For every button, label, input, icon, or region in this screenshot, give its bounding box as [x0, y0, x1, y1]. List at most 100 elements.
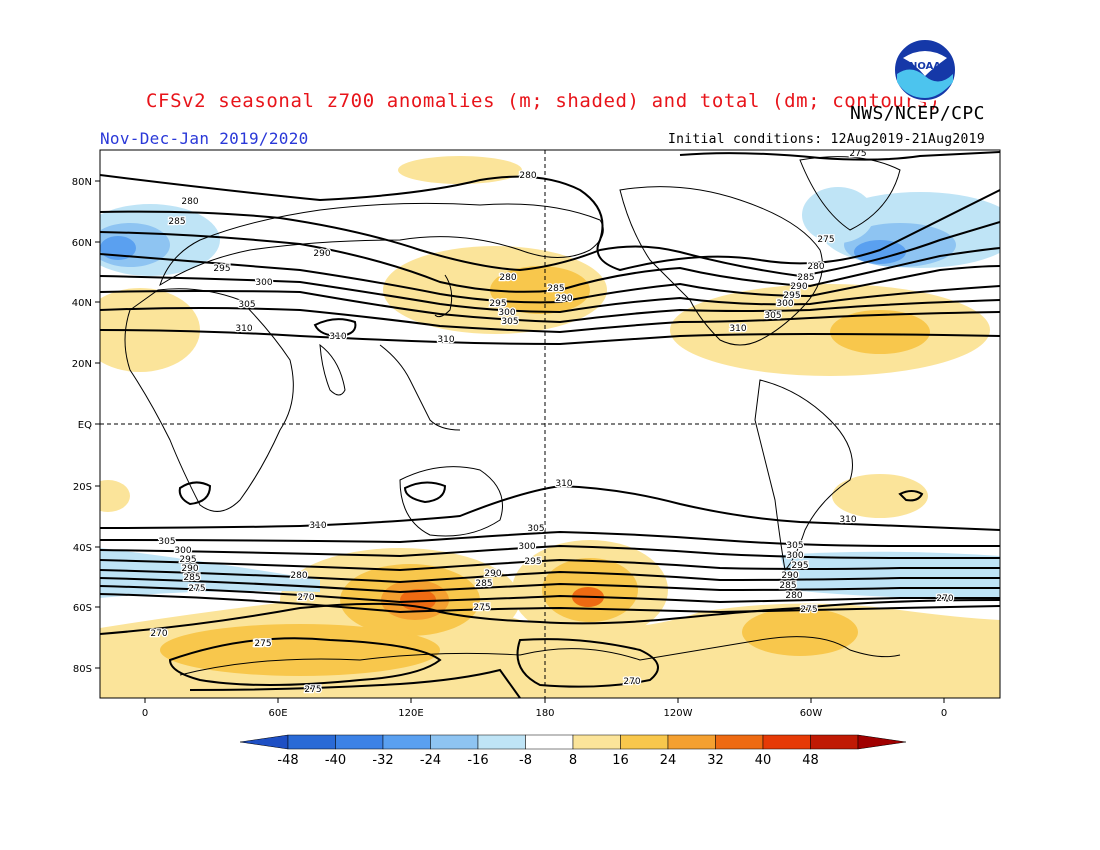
- contour-nh-290: [100, 253, 1000, 304]
- contour-high-tibet: [313, 318, 357, 338]
- lat-label: 20N: [72, 359, 92, 370]
- anomaly-region-arctic-top: [398, 156, 522, 184]
- contour-label: 295: [213, 264, 230, 274]
- contour-nh-275: [679, 151, 1000, 161]
- contour-label: 305: [501, 317, 518, 327]
- colorbar-label: 24: [660, 753, 677, 768]
- contour-label: 290: [781, 571, 798, 581]
- contour-high-africa: [178, 481, 212, 506]
- contour-label: 275: [253, 639, 270, 649]
- contour-sh-305: [100, 530, 1000, 547]
- anomaly-region-s-atlantic-west: [100, 480, 130, 512]
- contour-label: 295: [791, 561, 808, 571]
- contour-high-australia: [403, 481, 447, 504]
- colorbar-label: -24: [420, 753, 441, 768]
- contour-label: 275: [254, 639, 271, 649]
- colorbar-segment: [572, 734, 621, 750]
- contour-sh-290: [100, 569, 1000, 584]
- contour-labels: 2752802802852902953003053103102802852902…: [149, 148, 955, 697]
- colorbar-segment: [335, 734, 384, 750]
- contour-nh-285: [100, 231, 1000, 293]
- lon-label: 180: [535, 708, 554, 719]
- colorbar-segment: [715, 734, 764, 750]
- contour-antarctic-275: [168, 637, 442, 686]
- anomaly-region-n-america-cool: [802, 187, 874, 243]
- contour-label: 275: [849, 149, 866, 159]
- longitude-axis: 0 60E 120E 180 120W 60W 0: [142, 698, 947, 719]
- colorbar: -48 -40 -32 -24 -16 -8 8 16 24 32 40 48: [239, 734, 907, 768]
- lat-label: 60N: [72, 238, 92, 249]
- contour-label: 280: [290, 571, 307, 581]
- map-title: CFSv2 seasonal z700 anomalies (m; shaded…: [146, 90, 941, 112]
- contour-label: 310: [839, 515, 856, 525]
- contour-label: 310: [729, 324, 746, 334]
- contour-label: 300: [776, 299, 793, 309]
- contour-label: 275: [188, 584, 205, 594]
- contour-label: 285: [475, 579, 492, 589]
- colorbar-label: -40: [325, 753, 346, 768]
- contour-high-s-atlantic: [898, 490, 924, 502]
- contour-label: 310: [329, 332, 346, 342]
- contour-label: 305: [764, 311, 781, 321]
- anomaly-region-southern-cool-east: [780, 551, 1000, 599]
- lon-label: 120W: [664, 708, 693, 719]
- contour-label: 310: [555, 479, 572, 489]
- contour-antarctic-270: [516, 638, 659, 688]
- contour-label: 280: [499, 273, 516, 283]
- colorbar-label: -32: [372, 753, 393, 768]
- contour-label: 310: [437, 335, 454, 345]
- contour-label: 285: [797, 273, 814, 283]
- lat-label: 80N: [72, 177, 92, 188]
- contour-label: 270: [936, 594, 953, 604]
- lat-label: 40S: [73, 543, 92, 554]
- colorbar-label: 16: [612, 753, 629, 768]
- colorbar-label: -16: [467, 753, 488, 768]
- contour-label: 275: [800, 605, 817, 615]
- contour-label: 300: [786, 551, 803, 561]
- contour-nh-280a: [100, 174, 1000, 272]
- lat-label: 20S: [73, 482, 92, 493]
- contour-sh-300: [100, 544, 1000, 559]
- contour-antarctic-275b: [189, 668, 521, 698]
- anomaly-region-antarctic-east: [160, 624, 440, 676]
- lat-label: 60S: [73, 603, 92, 614]
- colorbar-low-arrow: [239, 734, 289, 750]
- anomaly-shading: [100, 156, 1000, 698]
- lon-label: 0: [142, 708, 148, 719]
- contour-label: 275: [304, 685, 321, 695]
- colorbar-label: 8: [569, 753, 577, 768]
- contour-label: 280: [807, 262, 824, 272]
- colorbar-segment: [477, 734, 526, 750]
- anomaly-region-s-atlantic: [832, 474, 928, 518]
- contour-label: 295: [489, 299, 506, 309]
- contour-label: 295: [179, 555, 196, 565]
- se-asia-outline: [379, 344, 461, 431]
- contour-label: 305: [527, 524, 544, 534]
- lon-label: 60W: [800, 708, 823, 719]
- contour-nh-300: [100, 290, 1000, 324]
- colorbar-segment: [525, 734, 574, 750]
- contour-label: 300: [255, 278, 272, 288]
- colorbar-segment: [810, 734, 859, 750]
- contour-label: 275: [817, 235, 834, 245]
- colorbar-label: 32: [707, 753, 724, 768]
- contour-label: 280: [519, 171, 536, 181]
- contour-sh-310: [100, 484, 1000, 531]
- australia-outline: [399, 466, 503, 537]
- colorbar-label: -48: [277, 753, 298, 768]
- contour-nh-280b: [100, 210, 1000, 278]
- colorbar-segment: [287, 734, 336, 750]
- contour-label: 270: [623, 677, 640, 687]
- colorbar-label: 48: [802, 753, 819, 768]
- latitude-axis: 80N 60N 40N 20N EQ 20S 40S 60S 80S: [72, 177, 100, 675]
- contour-label: 270: [297, 593, 314, 603]
- anomaly-region-drake: [742, 608, 858, 656]
- noaa-logo: NOAA: [893, 38, 957, 102]
- contour-label: 285: [547, 284, 564, 294]
- height-contours: [100, 151, 1000, 698]
- antarctica-outline: [179, 636, 901, 676]
- noaa-logo-text: NOAA: [909, 61, 941, 72]
- colorbar-segment: [620, 734, 669, 750]
- contour-sh-270: [100, 599, 1000, 635]
- lat-label: EQ: [78, 420, 92, 431]
